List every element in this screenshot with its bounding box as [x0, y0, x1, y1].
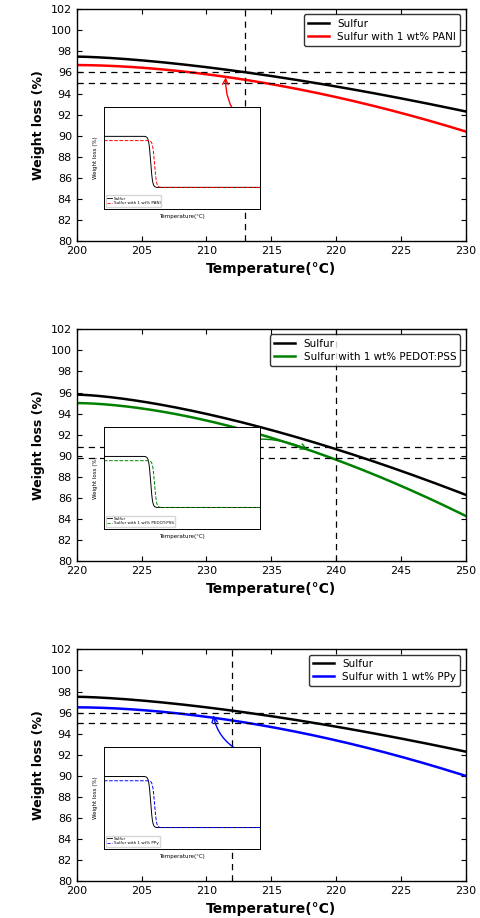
Sulfur with 1 wt% PEDOT:PSS	[284, 437, 290, 448]
Sulfur with 1 wt% PPy	[454, 767, 459, 778]
Sulfur	[284, 429, 290, 440]
Line: Sulfur: Sulfur	[77, 395, 466, 495]
Line: Sulfur with 1 wt% PEDOT:PSS: Sulfur with 1 wt% PEDOT:PSS	[77, 403, 466, 516]
Sulfur with 1 wt% PPy	[393, 750, 398, 761]
Sulfur	[393, 464, 398, 475]
Sulfur with 1 wt% PEDOT:PSS	[259, 430, 264, 441]
Sulfur with 1 wt% PPy	[74, 702, 80, 713]
X-axis label: Temperature(°C): Temperature(°C)	[206, 262, 336, 275]
Sulfur	[284, 713, 290, 724]
Y-axis label: Weight loss (%): Weight loss (%)	[32, 390, 45, 500]
Sulfur with 1 wt% PANI	[261, 77, 267, 88]
Sulfur with 1 wt% PANI	[305, 85, 311, 96]
Sulfur	[454, 486, 459, 497]
Sulfur with 1 wt% PPy	[284, 724, 290, 735]
Line: Sulfur: Sulfur	[77, 697, 466, 752]
Sulfur with 1 wt% PANI	[463, 126, 468, 137]
Legend: Sulfur, Sulfur with 1 wt% PANI: Sulfur, Sulfur with 1 wt% PANI	[304, 15, 460, 46]
Sulfur	[305, 435, 311, 446]
Sulfur	[259, 710, 264, 721]
Sulfur	[454, 744, 459, 756]
Sulfur	[463, 489, 468, 500]
X-axis label: Temperature(°C): Temperature(°C)	[206, 901, 336, 915]
Sulfur	[74, 691, 80, 702]
Sulfur	[74, 51, 80, 62]
Sulfur	[393, 92, 398, 103]
Sulfur	[284, 73, 290, 84]
Sulfur with 1 wt% PEDOT:PSS	[463, 510, 468, 521]
Sulfur with 1 wt% PANI	[284, 82, 290, 93]
Sulfur with 1 wt% PPy	[305, 729, 311, 740]
Line: Sulfur with 1 wt% PANI: Sulfur with 1 wt% PANI	[77, 65, 466, 131]
Sulfur	[261, 710, 267, 721]
Sulfur with 1 wt% PPy	[463, 770, 468, 781]
Sulfur	[305, 76, 311, 87]
Sulfur with 1 wt% PEDOT:PSS	[305, 444, 311, 455]
Sulfur with 1 wt% PEDOT:PSS	[261, 430, 267, 441]
X-axis label: Temperature(°C): Temperature(°C)	[206, 582, 336, 596]
Sulfur with 1 wt% PANI	[74, 60, 80, 71]
Y-axis label: Weight loss (%): Weight loss (%)	[32, 70, 45, 180]
Sulfur	[259, 422, 264, 433]
Line: Sulfur: Sulfur	[77, 57, 466, 111]
Sulfur with 1 wt% PANI	[259, 77, 264, 88]
Sulfur with 1 wt% PPy	[259, 720, 264, 731]
Sulfur with 1 wt% PEDOT:PSS	[393, 478, 398, 489]
Sulfur	[305, 716, 311, 727]
Line: Sulfur with 1 wt% PPy: Sulfur with 1 wt% PPy	[77, 708, 466, 776]
Sulfur with 1 wt% PEDOT:PSS	[454, 506, 459, 517]
Sulfur with 1 wt% PPy	[261, 720, 267, 731]
Sulfur	[261, 422, 267, 433]
Sulfur	[259, 69, 264, 80]
Y-axis label: Weight loss (%): Weight loss (%)	[32, 711, 45, 821]
Sulfur	[261, 70, 267, 81]
Legend: Sulfur, Sulfur with 1 wt% PPy: Sulfur, Sulfur with 1 wt% PPy	[309, 655, 460, 686]
Sulfur with 1 wt% PANI	[393, 106, 398, 117]
Sulfur with 1 wt% PEDOT:PSS	[74, 397, 80, 409]
Sulfur	[393, 732, 398, 743]
Legend: Sulfur, Sulfur with 1 wt% PEDOT:PSS: Sulfur, Sulfur with 1 wt% PEDOT:PSS	[270, 334, 460, 366]
Sulfur	[74, 389, 80, 400]
Sulfur	[463, 106, 468, 117]
Sulfur	[454, 104, 459, 115]
Sulfur	[463, 746, 468, 757]
Sulfur with 1 wt% PANI	[454, 123, 459, 134]
